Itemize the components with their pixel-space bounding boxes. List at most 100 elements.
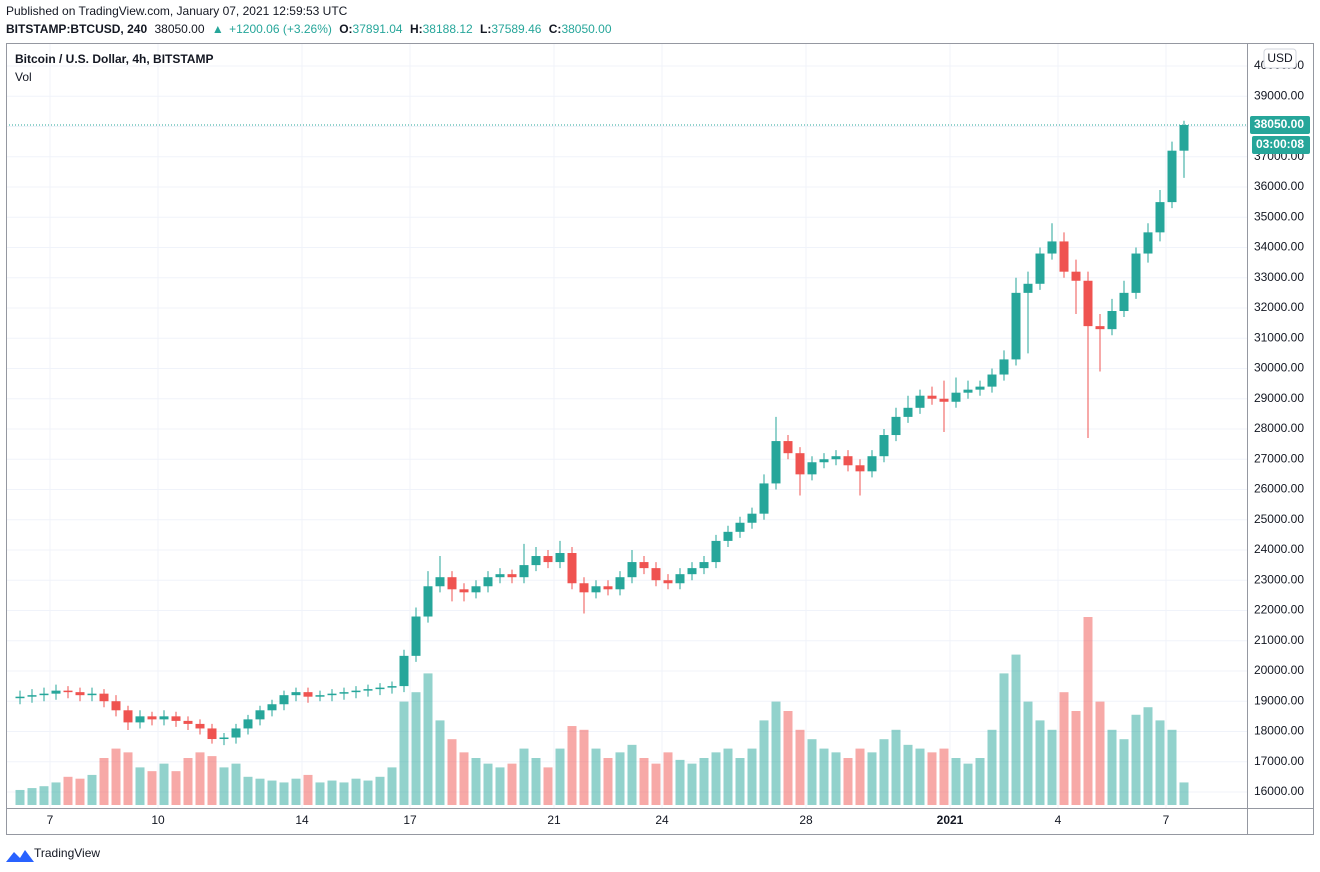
currency[interactable]: USD [1267, 51, 1293, 65]
candle-body [87, 693, 97, 696]
candle-body [807, 462, 817, 475]
y-tick-label: 35000.00 [1254, 209, 1304, 223]
candle-body [255, 710, 265, 720]
volume-bar [279, 782, 289, 805]
candle-body [39, 693, 49, 696]
volume-bar [975, 758, 985, 805]
volume-bar [471, 758, 481, 805]
volume-bar [1143, 707, 1153, 805]
candle-body [975, 386, 985, 390]
candle-body [15, 696, 25, 699]
volume-bar [699, 758, 709, 805]
volume-bar [447, 739, 457, 805]
volume-bar [339, 782, 349, 805]
candle-body [663, 580, 673, 584]
volume-bar [687, 763, 697, 805]
candle-body [279, 695, 289, 705]
x-tick-label: 17 [403, 813, 417, 827]
y-tick-label: 23000.00 [1254, 572, 1304, 586]
candle-body [951, 392, 961, 402]
volume-bar [519, 748, 529, 805]
candle-body [63, 690, 73, 693]
candle-body [243, 719, 253, 729]
y-tick-label: 25000.00 [1254, 512, 1304, 526]
y-tick-label: 39000.00 [1254, 88, 1304, 102]
currency-box[interactable] [1263, 48, 1297, 69]
x-tick-label: 7 [1163, 813, 1170, 827]
ohlc-label: H: [410, 22, 423, 36]
volume-bar [255, 778, 265, 805]
volume-bar [423, 673, 433, 805]
logo: TradingView [6, 846, 100, 862]
candle-body [747, 513, 757, 523]
candle-body [303, 692, 313, 697]
candle-body [843, 456, 853, 466]
candle-body [267, 704, 277, 711]
volume-bar [87, 774, 97, 805]
candle-body [315, 695, 325, 697]
y-tick-label: 19000.00 [1254, 693, 1304, 707]
candle-body [699, 562, 709, 569]
volume-bar [915, 748, 925, 805]
candle-body [423, 586, 433, 617]
candle-body [1035, 253, 1045, 284]
candle-body [519, 565, 529, 578]
y-tick-label: 27000.00 [1254, 451, 1304, 465]
x-tick-label: 4 [1055, 813, 1062, 827]
candle-body [867, 456, 877, 472]
volume-bar [207, 756, 217, 805]
y-tick-label: 21000.00 [1254, 633, 1304, 647]
volume-bar [855, 748, 865, 805]
volume-bar [1011, 654, 1021, 805]
candle-body [987, 374, 997, 387]
volume-bar [819, 748, 829, 805]
plot-area: 16000.00 17000.00 18000.00 19000.00 20000.00… [6, 43, 1304, 827]
candle-body [459, 589, 469, 593]
candle-body [771, 441, 781, 484]
y-tick-label: 29000.00 [1254, 391, 1304, 405]
volume-bar [507, 763, 517, 805]
volume-bar [579, 729, 589, 805]
candle-body [123, 710, 133, 723]
volume-bar [795, 729, 805, 805]
y-tick-label: 26000.00 [1254, 482, 1304, 496]
volume-bar [51, 782, 61, 805]
y-tick-label: 32000.00 [1254, 300, 1304, 314]
y-tick-label: 17000.00 [1254, 754, 1304, 768]
volume-bar [27, 788, 37, 805]
volume-bar [639, 758, 649, 805]
candle-body [75, 692, 85, 696]
candle-body [51, 690, 61, 694]
candle-body [687, 568, 697, 575]
volume-bar [435, 720, 445, 805]
candle-body [399, 655, 409, 687]
ohlc-value: 38050.00 [561, 22, 611, 36]
candle-body [555, 553, 565, 563]
volume-bar [663, 752, 673, 805]
candle-body [591, 586, 601, 593]
ohlc-label: O: [339, 22, 352, 36]
volume-bar [543, 767, 553, 805]
ohlc-value: 37891.04 [353, 22, 403, 36]
price-label: 38050.00 [1254, 117, 1304, 131]
volume-bar [411, 692, 421, 805]
candle-body [351, 690, 361, 693]
volume-bar [183, 758, 193, 805]
candle-body [111, 701, 121, 711]
volume-bar [351, 778, 361, 805]
candle-body [291, 692, 301, 696]
volume-bar [939, 748, 949, 805]
candle-body [147, 716, 157, 720]
candle-body [963, 389, 973, 393]
candle-body [171, 716, 181, 721]
candle-body [1179, 124, 1189, 151]
candle-body [507, 574, 517, 578]
price-label-box [1250, 115, 1310, 134]
volume-bar [867, 752, 877, 805]
volume-bar [123, 752, 133, 805]
volume-bar [531, 758, 541, 805]
candle-body [531, 556, 541, 566]
volume-bar [759, 720, 769, 805]
volume-bar [771, 701, 781, 805]
